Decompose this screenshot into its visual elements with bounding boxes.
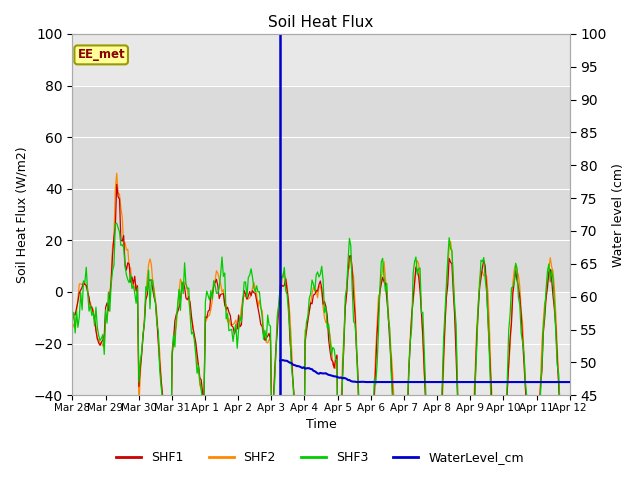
SHF1 xyxy=(287,353,295,359)
SHF1 xyxy=(113,181,120,187)
SHF1 xyxy=(68,318,76,324)
SHF2 xyxy=(235,325,243,331)
SHF3 xyxy=(131,290,139,296)
SHF3 xyxy=(541,308,548,313)
SHF3 xyxy=(68,316,76,322)
SHF1 xyxy=(541,315,548,321)
Y-axis label: Water level (cm): Water level (cm) xyxy=(612,163,625,266)
SHF2 xyxy=(113,170,120,176)
Line: SHF2: SHF2 xyxy=(72,173,570,480)
SHF3 xyxy=(235,326,243,332)
X-axis label: Time: Time xyxy=(306,419,337,432)
SHF1 xyxy=(218,291,226,297)
Bar xyxy=(72,85,570,292)
Y-axis label: Soil Heat Flux (W/m2): Soil Heat Flux (W/m2) xyxy=(15,146,28,283)
SHF2 xyxy=(287,336,295,342)
SHF3 xyxy=(243,294,251,300)
Text: EE_met: EE_met xyxy=(77,48,125,61)
SHF2 xyxy=(541,300,548,305)
SHF1 xyxy=(131,274,139,279)
SHF2 xyxy=(218,289,226,295)
SHF2 xyxy=(243,296,251,301)
Line: SHF3: SHF3 xyxy=(72,223,570,480)
SHF2 xyxy=(131,287,139,293)
SHF3 xyxy=(287,361,295,367)
Title: Soil Heat Flux: Soil Heat Flux xyxy=(268,15,374,30)
SHF3 xyxy=(113,220,120,226)
Legend: SHF1, SHF2, SHF3, WaterLevel_cm: SHF1, SHF2, SHF3, WaterLevel_cm xyxy=(111,446,529,469)
SHF1 xyxy=(243,296,251,302)
SHF1 xyxy=(235,312,243,318)
SHF3 xyxy=(218,254,226,260)
SHF2 xyxy=(68,325,76,331)
Line: SHF1: SHF1 xyxy=(72,184,570,480)
